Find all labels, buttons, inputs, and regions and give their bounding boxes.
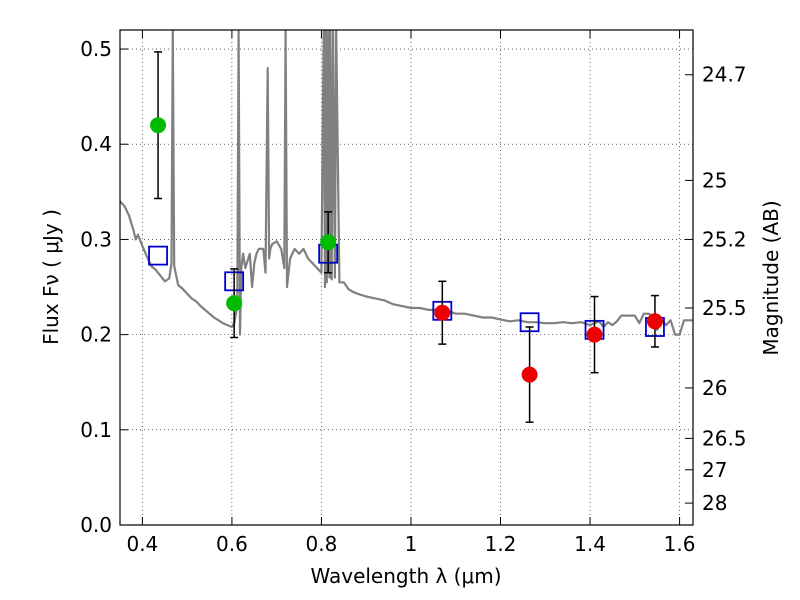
data-point [150,117,167,134]
y-axis-label: Flux Fν ( μJy ) [39,209,63,345]
y-tick-label: 0.2 [80,323,112,347]
right-tick-label: 26 [702,376,727,400]
data-point [521,366,538,383]
right-tick-label: 25 [702,168,727,192]
data-point [226,295,243,312]
model-square-point [148,245,168,266]
right-tick-label: 26.5 [702,426,747,450]
spectrum-line [120,30,693,336]
data-point [586,326,603,343]
y-tick-label: 0.3 [80,227,112,251]
x-tick-label: 1.2 [485,532,517,556]
x-tick-label: 0.6 [216,532,248,556]
y-tick-label: 0.1 [80,418,112,442]
y-tick-label: 0.0 [80,513,112,537]
right-tick-label: 24.7 [702,63,747,87]
plot-area [120,30,693,423]
x-tick-label: 1 [405,532,418,556]
x-tick-label: 0.4 [126,532,158,556]
x-tick-label: 1.6 [664,532,696,556]
tick-labels: 0.4 0.6 0.8 1 1.2 1.4 1.6 0.0 0.1 0.2 0.3 0.4 0.5 24.… [80,37,746,556]
axis-ticks [120,30,693,526]
y-tick-label: 0.5 [80,37,112,61]
data-point [320,234,337,251]
right-tick-label: 25.5 [702,296,747,320]
right-tick-label: 27 [702,458,727,482]
right-tick-label: 28 [702,491,727,515]
grid-lines [120,30,693,526]
data-point [434,304,451,321]
x-tick-label: 0.8 [306,532,338,556]
plot-frame [119,29,694,526]
right-axis-label: Magnitude (AB) [759,200,783,355]
x-axis-label: Wavelength λ (μm) [310,564,501,588]
y-tick-label: 0.4 [80,132,112,156]
data-point [646,313,663,330]
x-tick-label: 1.4 [574,532,606,556]
right-tick-label: 25.2 [702,227,747,251]
